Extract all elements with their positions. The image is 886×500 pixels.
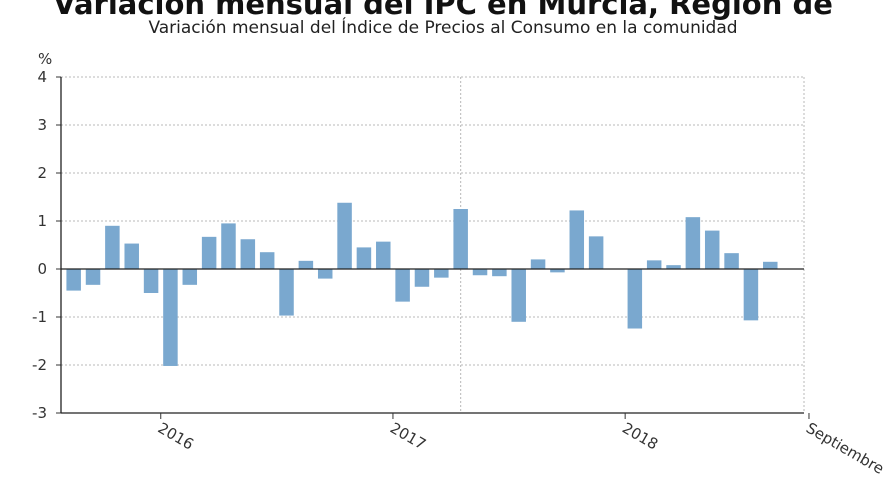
bar	[124, 243, 139, 269]
bar	[356, 247, 372, 269]
bar	[569, 210, 585, 269]
bar	[201, 236, 217, 269]
y-tick-label: -1	[32, 308, 47, 326]
y-axis: 4 3 2 1 0 -1 -2 -3	[32, 68, 804, 422]
bar	[666, 265, 681, 269]
y-tick-label: -2	[32, 356, 47, 374]
bar	[743, 269, 759, 321]
bar	[143, 269, 159, 293]
bar	[511, 269, 526, 322]
bar	[704, 230, 720, 269]
x-axis: 2016 2017 2018 Septiembre	[61, 412, 886, 478]
bar	[414, 269, 430, 287]
bar	[240, 239, 256, 269]
bar	[337, 202, 352, 269]
bar	[724, 253, 739, 269]
y-tick-label: 3	[37, 116, 47, 134]
bars	[66, 202, 778, 366]
y-tick-label: -3	[32, 404, 47, 422]
bar	[66, 269, 81, 291]
bar	[453, 209, 468, 269]
bar	[588, 236, 604, 269]
bar	[646, 260, 662, 269]
x-tick-label: 2016	[155, 419, 197, 454]
bar	[434, 269, 449, 278]
chart-subtitle: Variación mensual del Índice de Precios …	[148, 18, 738, 38]
x-tick-label: Septiembre	[803, 419, 886, 478]
bar	[317, 269, 333, 279]
y-tick-label: 2	[37, 164, 47, 182]
y-tick-label: 0	[37, 260, 47, 278]
bar	[182, 269, 198, 285]
bar	[492, 269, 507, 277]
bar	[105, 225, 120, 269]
bar	[376, 241, 391, 269]
bar	[530, 259, 546, 269]
bar	[259, 252, 275, 269]
y-tick-label: 4	[37, 68, 47, 86]
bar	[85, 269, 101, 285]
bar	[279, 269, 294, 316]
bar	[472, 269, 488, 276]
bar	[298, 260, 314, 269]
x-tick-label: 2017	[387, 419, 429, 454]
bar	[763, 261, 778, 269]
bar	[395, 269, 410, 302]
bar	[685, 217, 701, 269]
bar	[627, 269, 643, 329]
bar	[221, 223, 236, 269]
bar	[163, 269, 178, 366]
x-tick-label: 2018	[619, 419, 661, 454]
bar	[550, 269, 565, 273]
y-tick-label: 1	[37, 212, 47, 230]
chart-title: Variación mensual del IPC en Murcia, Reg…	[53, 0, 833, 21]
y-axis-unit-label: %	[38, 50, 52, 68]
